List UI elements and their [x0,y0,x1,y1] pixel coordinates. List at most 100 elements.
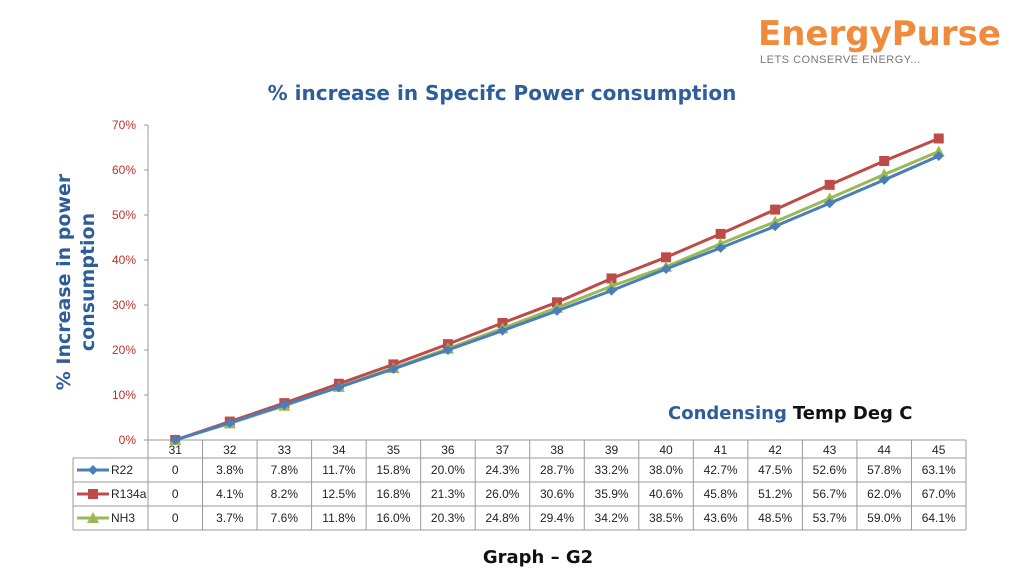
x-tick-label: 33 [278,443,292,457]
data-point-NH3 [878,168,891,180]
table-cell: 29.4% [540,511,574,525]
table-cell: 16.0% [376,511,410,525]
x-tick-label: 31 [169,443,183,457]
data-point-R22 [442,345,453,355]
x-axis-title-part2: Temp Deg C [793,403,913,424]
y-tick-label: 30% [112,298,136,312]
table-cell: 3.7% [216,511,244,525]
table-cell: 38.5% [649,511,683,525]
table-cell: 47.5% [758,463,792,477]
table-cell: 52.6% [813,463,847,477]
table-cell: 4.1% [216,487,244,501]
table-cell: 67.0% [922,487,956,501]
data-point-R22 [770,221,781,232]
x-tick-label: 32 [223,443,237,457]
table-cell: 11.8% [322,511,355,525]
table-cell: 3.8% [216,463,244,477]
table-cell: 34.2% [595,511,629,525]
x-axis-title-part1: Condensing [668,403,787,424]
table-cell: 30.6% [540,487,574,501]
table-cell: 20.0% [431,463,465,477]
chart-title: % increase in Specifc Power consumption [268,81,737,105]
table-cell: 8.2% [271,487,299,501]
data-point-R134a [661,252,672,263]
data-point-R22 [606,285,617,296]
y-tick-label: 0% [119,433,137,447]
x-tick-label: 36 [441,443,455,457]
legend-label: R134a [111,487,147,501]
x-tick-label: 35 [387,443,401,457]
table-cell: 33.2% [595,463,629,477]
legend-label: R22 [111,463,133,477]
table-cell: 12.5% [322,487,356,501]
x-tick-label: 45 [932,443,946,457]
data-point-R22 [388,363,399,374]
x-tick-label: 40 [659,443,673,457]
table-cell: 15.8% [376,463,410,477]
energypurse-logo: EnergyPurse LETS CONSERVE ENERGY... [758,14,1001,66]
legend-marker-R22 [88,465,98,475]
table-cell: 38.0% [649,463,683,477]
table-cell: 28.7% [540,463,574,477]
y-tick-label: 60% [112,163,136,177]
table-cell: 51.2% [758,487,792,501]
table-cell: 35.9% [595,487,629,501]
graph-caption: Graph – G2 [483,547,593,568]
table-cell: 62.0% [867,487,901,501]
table-cell: 56.7% [813,487,847,501]
table-cell: 16.8% [376,487,410,501]
data-point-R22 [933,151,944,162]
legend-marker-NH3 [87,512,99,523]
data-point-R134a [933,133,944,144]
table-cell: 59.0% [867,511,901,525]
series-line-R134a [174,137,940,442]
x-tick-label: 38 [550,443,564,457]
table-cell: 40.6% [649,487,683,501]
data-point-R22 [333,382,344,393]
x-tick-label: 42 [768,443,782,457]
x-tick-label: 43 [823,443,837,457]
data-point-R22 [497,325,508,336]
table-cell: 43.6% [704,511,738,525]
table-cell: 42.7% [704,463,738,477]
series-line-NH3 [174,150,940,442]
y-axis-title: % Increase in power consumption [53,173,99,390]
x-tick-label: 34 [332,443,346,457]
y-tick-label: 10% [112,388,136,402]
data-point-R134a [824,179,835,190]
table-cell: 48.5% [758,511,792,525]
table-cell: 53.7% [813,511,847,525]
data-point-R134a [879,156,890,166]
y-axis-title-line2: consumption [77,213,99,351]
table-cell: 24.8% [485,511,519,525]
table-cell: 7.8% [271,463,299,477]
data-point-R22 [552,305,562,316]
y-tick-label: 40% [112,253,136,267]
table-cell: 20.3% [431,511,465,525]
table-cell: 21.3% [431,487,465,501]
x-tick-label: 41 [714,443,728,457]
table-cell: 11.7% [322,463,355,477]
y-tick-label: 70% [112,118,136,132]
table-cell: 0 [172,487,179,501]
data-point-R22 [879,174,890,185]
table-cell: 0 [172,511,179,525]
data-point-R134a [606,273,617,284]
data-point-R22 [715,242,726,253]
data-point-R22 [170,435,181,445]
data-point-R22 [824,198,835,209]
table-cell: 24.3% [485,463,519,477]
x-tick-label: 44 [878,443,892,457]
x-tick-label: 37 [496,443,510,457]
table-cell: 7.6% [271,511,299,525]
table-cell: 45.8% [704,487,738,501]
logo-brand: EnergyPurse [758,14,1001,54]
table-cell: 57.8% [867,463,901,477]
legend-marker-R134a [88,489,98,499]
table-cell: 0 [172,463,179,477]
y-tick-label: 20% [112,343,136,357]
table-cell: 64.1% [922,511,956,525]
logo-tagline: LETS CONSERVE ENERGY... [760,54,921,66]
